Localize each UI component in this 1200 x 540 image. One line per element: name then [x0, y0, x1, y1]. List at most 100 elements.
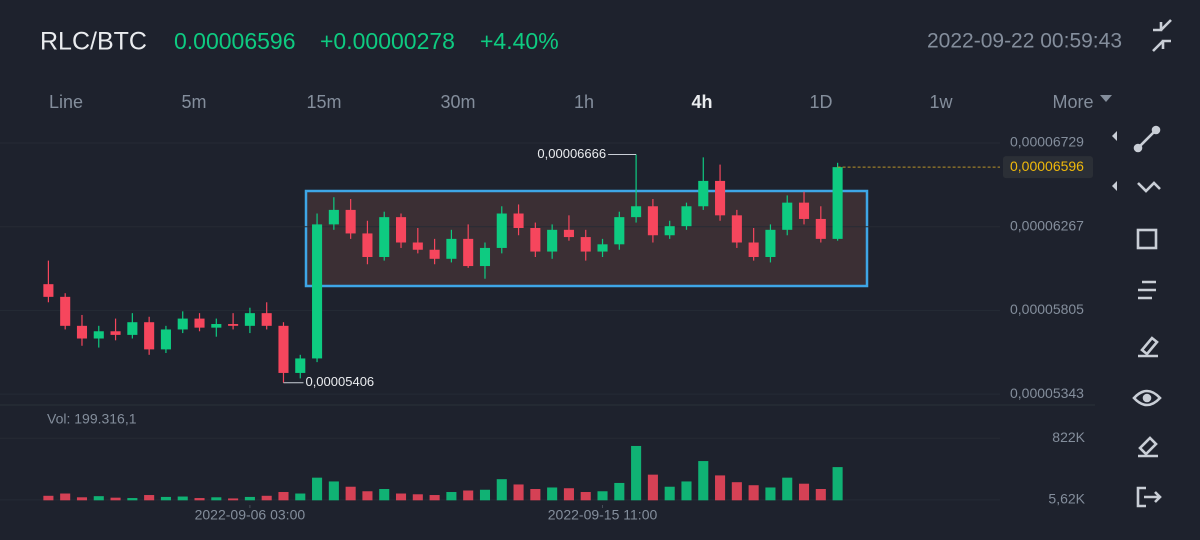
candle-body [463, 238, 474, 267]
change-pct: +4.40% [480, 28, 559, 54]
candle-body [715, 180, 726, 216]
pen-tool[interactable] [1138, 336, 1159, 358]
volume-bar [748, 485, 759, 501]
volume-bar [530, 488, 541, 501]
tools [1112, 125, 1162, 508]
candle-body [312, 224, 323, 359]
volume-bar [110, 497, 121, 501]
high-marker-label: 0,00006666 [537, 146, 606, 161]
volume-bar [731, 482, 742, 501]
candle-body [429, 249, 440, 259]
candle-body [261, 313, 272, 326]
volume-bar [479, 489, 491, 501]
candle-body [395, 217, 407, 243]
volume-bar [295, 493, 306, 501]
volume-bar [362, 491, 373, 501]
candle-body [93, 331, 104, 339]
candle-body [798, 202, 810, 219]
erase-tool[interactable] [1138, 436, 1158, 458]
volume-bar [76, 497, 88, 501]
fib-tool[interactable] [1137, 181, 1161, 193]
volume-bar [496, 479, 507, 501]
volume-bar [43, 495, 54, 501]
candle-body [228, 324, 239, 326]
volume-bar [798, 483, 810, 501]
candle-body [144, 322, 155, 350]
candle-body [647, 206, 658, 236]
x-tick-label: 2022-09-06 03:00 [195, 507, 306, 523]
eye-tool[interactable] [1132, 389, 1162, 407]
tab[interactable]: Line [49, 92, 83, 112]
tab[interactable]: 4h [691, 92, 712, 112]
tab[interactable]: 1w [929, 92, 953, 112]
volume-bar [463, 490, 474, 501]
candle-body [681, 206, 692, 227]
volume-bar [782, 477, 793, 501]
volume-bar [194, 498, 205, 501]
shape-tool[interactable] [1136, 228, 1158, 250]
volume-bar [328, 481, 339, 501]
tab[interactable]: 1D [809, 92, 832, 112]
candle-body [664, 226, 675, 236]
candle-body [43, 284, 54, 297]
volume-bar [446, 492, 457, 501]
y-tick-label: 0,00006267 [1010, 217, 1084, 233]
candle-body [379, 217, 390, 257]
volume-bar [429, 495, 440, 501]
tab[interactable]: 15m [306, 92, 341, 112]
candle-body [698, 180, 709, 207]
tab[interactable]: More [1052, 92, 1093, 112]
volume-bar [60, 493, 71, 501]
candle-body [513, 213, 524, 229]
candle-body [412, 242, 423, 250]
tool-arrow [1112, 181, 1117, 191]
candle-body [815, 218, 826, 239]
tab[interactable]: 5m [181, 92, 206, 112]
tab[interactable]: 30m [440, 92, 475, 112]
volume-bar [228, 498, 239, 501]
indicator-tool[interactable] [1138, 280, 1156, 300]
y-tick-label: 0,00005343 [1010, 385, 1084, 401]
volume-bar [513, 484, 524, 501]
candle-body [160, 329, 171, 350]
candle-body [345, 209, 356, 234]
candle-body [748, 242, 759, 257]
volume-bar [278, 492, 289, 501]
candle-body [782, 202, 793, 230]
candle-body [547, 229, 558, 252]
volume-bar [160, 496, 171, 501]
volume-bar [144, 495, 155, 501]
last-price-label: 0,00006596 [1010, 158, 1084, 174]
change: +0.00000278 [320, 28, 455, 54]
candle-body [765, 229, 776, 257]
volume-bar [765, 487, 776, 501]
more-arrow [1100, 95, 1112, 102]
candle-body [194, 318, 205, 328]
candle-body [295, 358, 306, 373]
line-tool[interactable] [1133, 125, 1161, 153]
tool-arrow [1112, 131, 1117, 141]
x-tick-label: 2022-09-15 11:00 [548, 507, 658, 523]
price: 0.00006596 [174, 28, 296, 54]
volume-bar [580, 492, 591, 501]
volume-bar [647, 474, 658, 501]
volume-tick-label: 822K [1052, 429, 1085, 445]
volume-bar [614, 482, 625, 501]
tab[interactable]: 1h [574, 92, 594, 112]
candle-body [76, 325, 88, 339]
volume-bar [395, 493, 407, 501]
y-tick-label: 0,00005805 [1010, 301, 1084, 317]
volume-bar [261, 495, 272, 501]
volume-bar [597, 491, 608, 501]
candle-body [328, 209, 339, 225]
volume-bar [93, 496, 104, 501]
candle-body [177, 318, 188, 330]
exit-tool[interactable] [1136, 486, 1162, 508]
volume-bar [681, 481, 692, 501]
candle-body [832, 167, 843, 239]
minimize-icon[interactable] [1152, 19, 1172, 52]
volume-bar [698, 461, 709, 501]
